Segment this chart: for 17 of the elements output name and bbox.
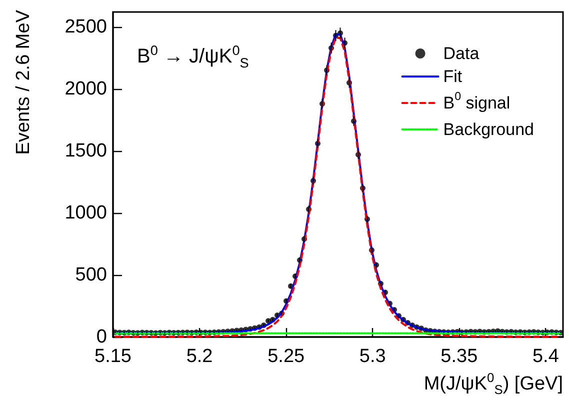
y-tick-label: 2500: [64, 16, 107, 38]
x-tick-label: 5.4: [532, 346, 560, 367]
legend-label: Background: [443, 120, 534, 139]
y-tick-label: 0: [96, 326, 107, 348]
x-tick-label: 5.2: [186, 346, 213, 367]
x-axis-title: M(J/ψK$^{0}$$_{S}$) [GeV]: [424, 370, 563, 398]
x-tick-label: 5.3: [359, 346, 386, 367]
x-tick-label: 5.15: [94, 346, 132, 367]
x-tick-label: 5.35: [440, 346, 478, 367]
y-tick-label: 2000: [64, 78, 107, 100]
y-tick-label: 1500: [64, 140, 107, 162]
x-tick-label: 5.25: [268, 346, 305, 367]
y-tick-label: 500: [75, 264, 107, 286]
y-tick-label: 1000: [64, 202, 107, 224]
y-axis-title: Events / 2.6 MeV: [13, 10, 34, 155]
legend-label: Fit: [443, 67, 462, 86]
legend-label: Data: [443, 44, 480, 63]
